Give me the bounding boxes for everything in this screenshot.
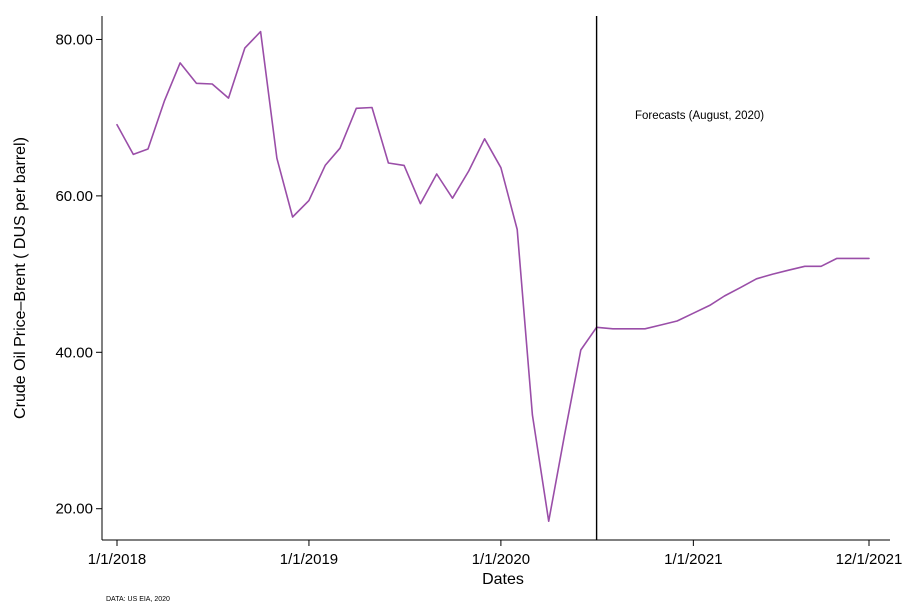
x-tick-label: 1/1/2020 [472,551,530,568]
data-point [722,294,727,299]
series-layer [115,29,872,524]
data-point [146,147,151,152]
data-point [274,156,279,161]
x-tick-label: 1/1/2019 [280,551,338,568]
y-tick-label: 60.00 [55,188,93,205]
y-tick-label: 80.00 [55,31,93,48]
data-point [418,201,423,206]
data-point [370,105,375,110]
x-tick-label: 1/1/2021 [664,551,722,568]
data-point [786,268,791,273]
x-ticks: 1/1/2018 1/1/2019 1/1/2020 1/1/2021 12/1/202… [88,540,903,568]
data-point [402,163,407,168]
data-point [194,81,199,86]
data-point [867,256,872,261]
data-point [242,46,247,51]
y-tick-label: 20.00 [55,501,93,518]
data-point [258,29,263,34]
data-point [578,348,583,353]
data-point [659,322,664,327]
data-point [515,227,520,232]
data-point [434,172,439,177]
y-ticks: 20.00 40.00 60.00 80.00 [55,31,102,518]
x-axis-title: Dates [482,571,524,588]
forecast-annotation: Forecasts (August, 2020) [635,110,764,122]
data-point [354,106,359,111]
data-point [643,326,648,331]
data-point [162,99,167,104]
data-point [338,146,343,151]
data-point [115,122,120,127]
data-point [610,326,615,331]
data-point [546,519,551,524]
data-point [386,161,391,166]
data-point [210,82,215,87]
data-point [530,412,535,417]
data-point [323,163,328,168]
x-tick-label: 12/1/2021 [836,551,903,568]
data-point [675,319,680,324]
data-point [851,256,856,261]
data-point [131,152,136,157]
y-tick-label: 40.00 [55,344,93,361]
data-point [707,303,712,308]
data-point [627,326,632,331]
data-point [802,264,807,269]
data-point [498,165,503,170]
data-point [819,264,824,269]
data-point [754,276,759,281]
data-point [450,196,455,201]
data-point [691,311,696,316]
data-point [738,285,743,290]
series-line [116,30,870,523]
data-source-note: DATA: US EIA, 2020 [106,596,170,603]
data-point [466,168,471,173]
data-point [226,96,231,101]
data-point [306,198,311,203]
data-point [178,60,183,65]
data-point [770,272,775,277]
axes [101,16,890,541]
data-point [482,136,487,141]
x-tick-label: 1/1/2018 [88,551,146,568]
y-axis-title: Crude Oil Price–Brent ( DUS per barrel) [12,137,29,419]
data-point [562,433,567,438]
data-point [290,215,295,220]
data-point [834,256,839,261]
